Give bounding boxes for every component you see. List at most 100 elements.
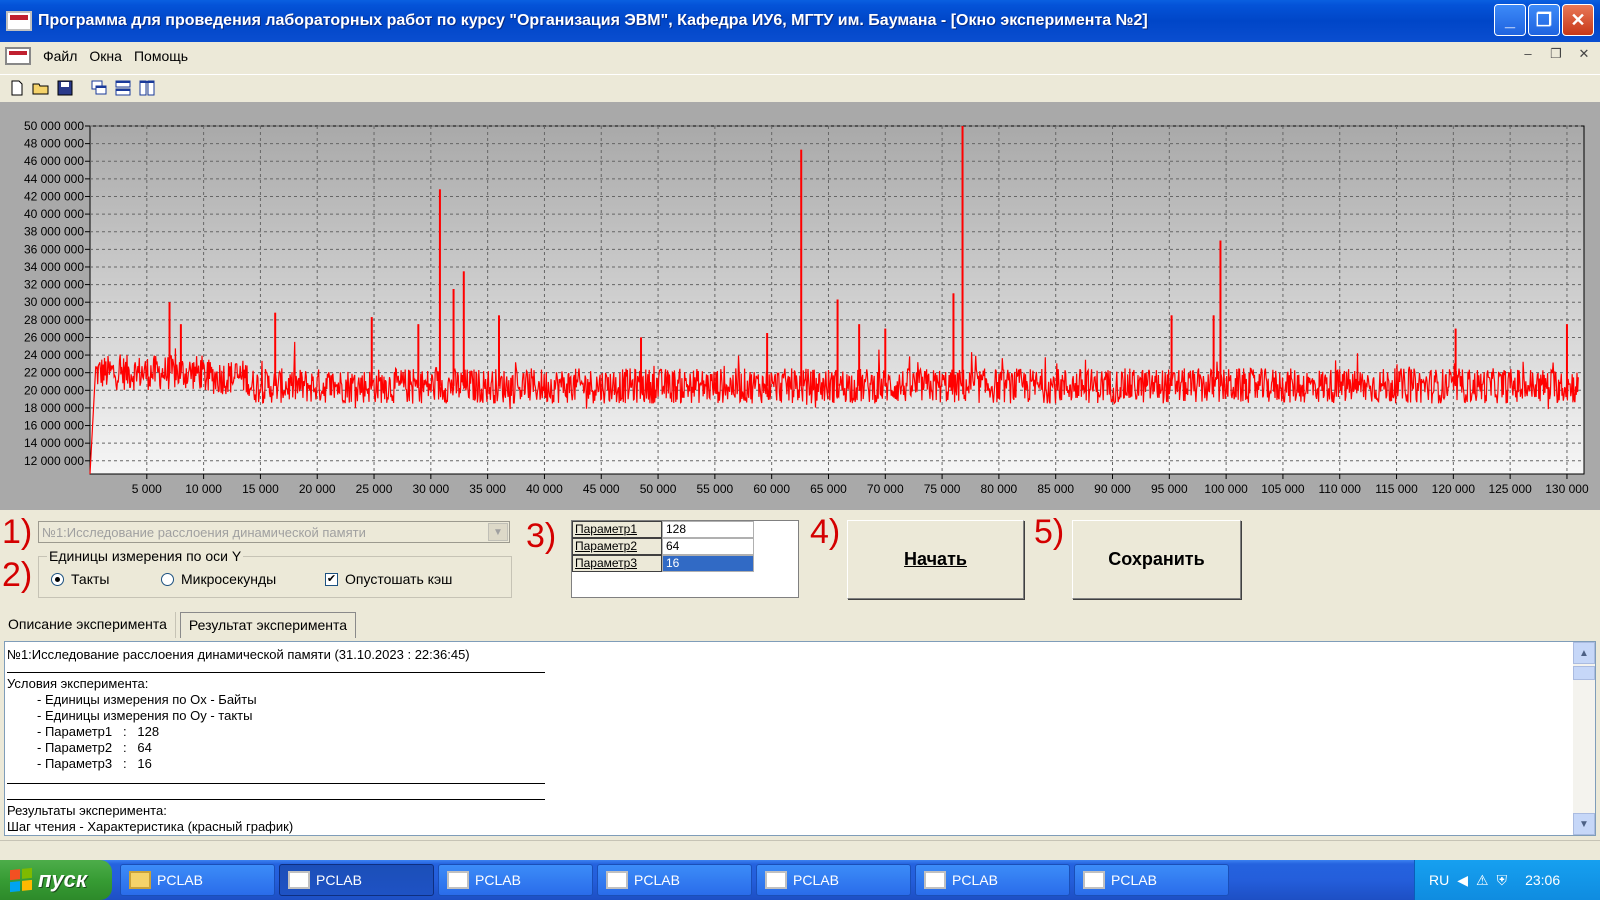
- label-3: 3): [526, 517, 557, 555]
- chart-svg: 12 000 000 14 000 000 16 000 000 18 000 000…: [24, 119, 1589, 496]
- task-button[interactable]: PCLAB: [438, 864, 593, 896]
- task-label: PCLAB: [793, 872, 839, 888]
- param-row[interactable]: Параметр2 64: [572, 538, 798, 555]
- x-tick-label: 110 000: [1318, 482, 1361, 496]
- x-tick-label: 75 000: [924, 482, 961, 496]
- tile-horizontal-icon[interactable]: [112, 77, 134, 99]
- result-memo[interactable]: №1:Исследование расслоения динамической …: [4, 641, 1596, 836]
- app-window-icon: [765, 871, 787, 889]
- close-button[interactable]: ✕: [1562, 4, 1594, 36]
- memo-divider: [7, 672, 545, 673]
- app-window-icon: [447, 871, 469, 889]
- restore-button[interactable]: ❐: [1528, 4, 1560, 36]
- ticks-radio[interactable]: [51, 572, 64, 586]
- x-tick-label: 115 000: [1375, 482, 1418, 496]
- x-tick-label: 120 000: [1432, 482, 1476, 496]
- memo-divider: [7, 799, 545, 800]
- param-name: Параметр3: [572, 555, 662, 572]
- save-button[interactable]: Сохранить: [1072, 520, 1241, 599]
- child-restore-button[interactable]: ❐: [1550, 46, 1562, 61]
- x-tick-label: 30 000: [412, 482, 449, 496]
- flush-cache-checkbox[interactable]: ✔: [325, 572, 338, 586]
- scroll-down-icon[interactable]: ▼: [1573, 813, 1595, 835]
- scroll-thumb[interactable]: [1573, 666, 1595, 680]
- language-indicator[interactable]: RU: [1429, 872, 1450, 888]
- app-window-icon: [924, 871, 946, 889]
- params-grid[interactable]: Параметр1 128 Параметр2 64 Параметр3 16: [571, 520, 799, 598]
- microseconds-radio[interactable]: [161, 572, 174, 586]
- x-tick-label: 65 000: [810, 482, 847, 496]
- task-button[interactable]: PCLAB: [597, 864, 752, 896]
- memo-conditions-title: Условия эксперимента:: [7, 676, 149, 691]
- minimize-button[interactable]: _: [1494, 4, 1526, 36]
- menu-windows[interactable]: Окна: [89, 48, 122, 64]
- flush-cache-label[interactable]: Опустошать кэш: [345, 571, 453, 587]
- x-tick-label: 35 000: [469, 482, 506, 496]
- tab-description[interactable]: Описание эксперимента: [0, 612, 176, 638]
- start-button[interactable]: Начать: [847, 520, 1024, 599]
- chart-panel: 12 000 000 14 000 000 16 000 000 18 000 000…: [0, 102, 1600, 510]
- param-row[interactable]: Параметр3 16: [572, 555, 798, 572]
- memo-scrollbar[interactable]: ▲ ▼: [1573, 642, 1595, 835]
- start-label: пуск: [38, 867, 88, 892]
- x-tick-label: 125 000: [1488, 482, 1532, 496]
- memo-param: - Параметр2 : 64: [37, 740, 152, 755]
- taskbar: пуск PCLAB PCLAB PCLAB PCLAB PCLAB PCLAB…: [0, 860, 1600, 900]
- cascade-windows-icon[interactable]: [88, 77, 110, 99]
- x-tick-label: 10 000: [185, 482, 222, 496]
- param-name: Параметр1: [572, 521, 662, 538]
- x-tick-label: 70 000: [867, 482, 904, 496]
- task-label: PCLAB: [475, 872, 521, 888]
- memo-param: - Параметр1 : 128: [37, 724, 160, 739]
- task-button[interactable]: PCLAB: [120, 864, 275, 896]
- x-tick-label: 60 000: [753, 482, 790, 496]
- child-close-button[interactable]: ✕: [1578, 46, 1590, 61]
- x-tick-label: 100 000: [1204, 482, 1248, 496]
- open-folder-icon[interactable]: [30, 77, 52, 99]
- x-tick-label: 15 000: [242, 482, 279, 496]
- y-units-legend: Единицы измерения по оси Y: [47, 548, 244, 564]
- y-tick-label: 24 000 000: [24, 348, 84, 362]
- start-button-taskbar[interactable]: пуск: [0, 860, 112, 900]
- new-file-icon[interactable]: [6, 77, 28, 99]
- x-tick-label: 130 000: [1545, 482, 1589, 496]
- child-window-icon[interactable]: [5, 47, 31, 65]
- y-tick-label: 38 000 000: [24, 225, 84, 239]
- tab-result[interactable]: Результат эксперимента: [179, 612, 357, 638]
- y-tick-label: 18 000 000: [24, 401, 84, 415]
- save-disk-icon[interactable]: [54, 77, 76, 99]
- antivirus-icon[interactable]: ⛨: [1496, 871, 1508, 888]
- security-shield-icon[interactable]: ⚠: [1476, 871, 1489, 888]
- memo-results-line: Шаг чтения - Характеристика (красный гра…: [7, 819, 294, 834]
- child-minimize-button[interactable]: –: [1524, 46, 1532, 61]
- task-button[interactable]: PCLAB: [915, 864, 1070, 896]
- y-tick-label: 26 000 000: [24, 330, 84, 344]
- microseconds-radio-label[interactable]: Микросекунды: [181, 571, 277, 587]
- ticks-radio-label[interactable]: Такты: [71, 571, 110, 587]
- y-tick-label: 50 000 000: [24, 119, 84, 133]
- task-button-active[interactable]: PCLAB: [279, 864, 434, 896]
- x-tick-label: 80 000: [981, 482, 1018, 496]
- param-row[interactable]: Параметр1 128: [572, 521, 798, 538]
- tab-strip: Описание эксперимента Результат эксперим…: [0, 612, 357, 638]
- experiment-select[interactable]: №1:Исследование расслоения динамической …: [38, 521, 510, 543]
- task-button[interactable]: PCLAB: [756, 864, 911, 896]
- x-tick-label: 50 000: [640, 482, 677, 496]
- task-button[interactable]: PCLAB: [1074, 864, 1229, 896]
- tray-expand-icon[interactable]: ◀: [1457, 871, 1469, 888]
- system-tray: RU ◀ ⚠ ⛨ 23:06: [1414, 860, 1600, 900]
- param-value-selected[interactable]: 16: [662, 555, 754, 572]
- y-tick-label: 40 000 000: [24, 207, 84, 221]
- chevron-down-icon[interactable]: ▼: [488, 523, 508, 541]
- menu-file[interactable]: Файл: [43, 48, 78, 64]
- tile-vertical-icon[interactable]: [136, 77, 158, 99]
- app-icon[interactable]: [6, 11, 32, 31]
- app-window-icon: [606, 871, 628, 889]
- experiment-select-value: №1:Исследование расслоения динамической …: [42, 524, 366, 540]
- menu-help[interactable]: Помощь: [133, 48, 189, 64]
- x-tick-label: 55 000: [697, 482, 734, 496]
- task-label: PCLAB: [157, 872, 203, 888]
- scroll-up-icon[interactable]: ▲: [1573, 642, 1595, 664]
- param-value[interactable]: 128: [662, 521, 754, 538]
- param-value[interactable]: 64: [662, 538, 754, 555]
